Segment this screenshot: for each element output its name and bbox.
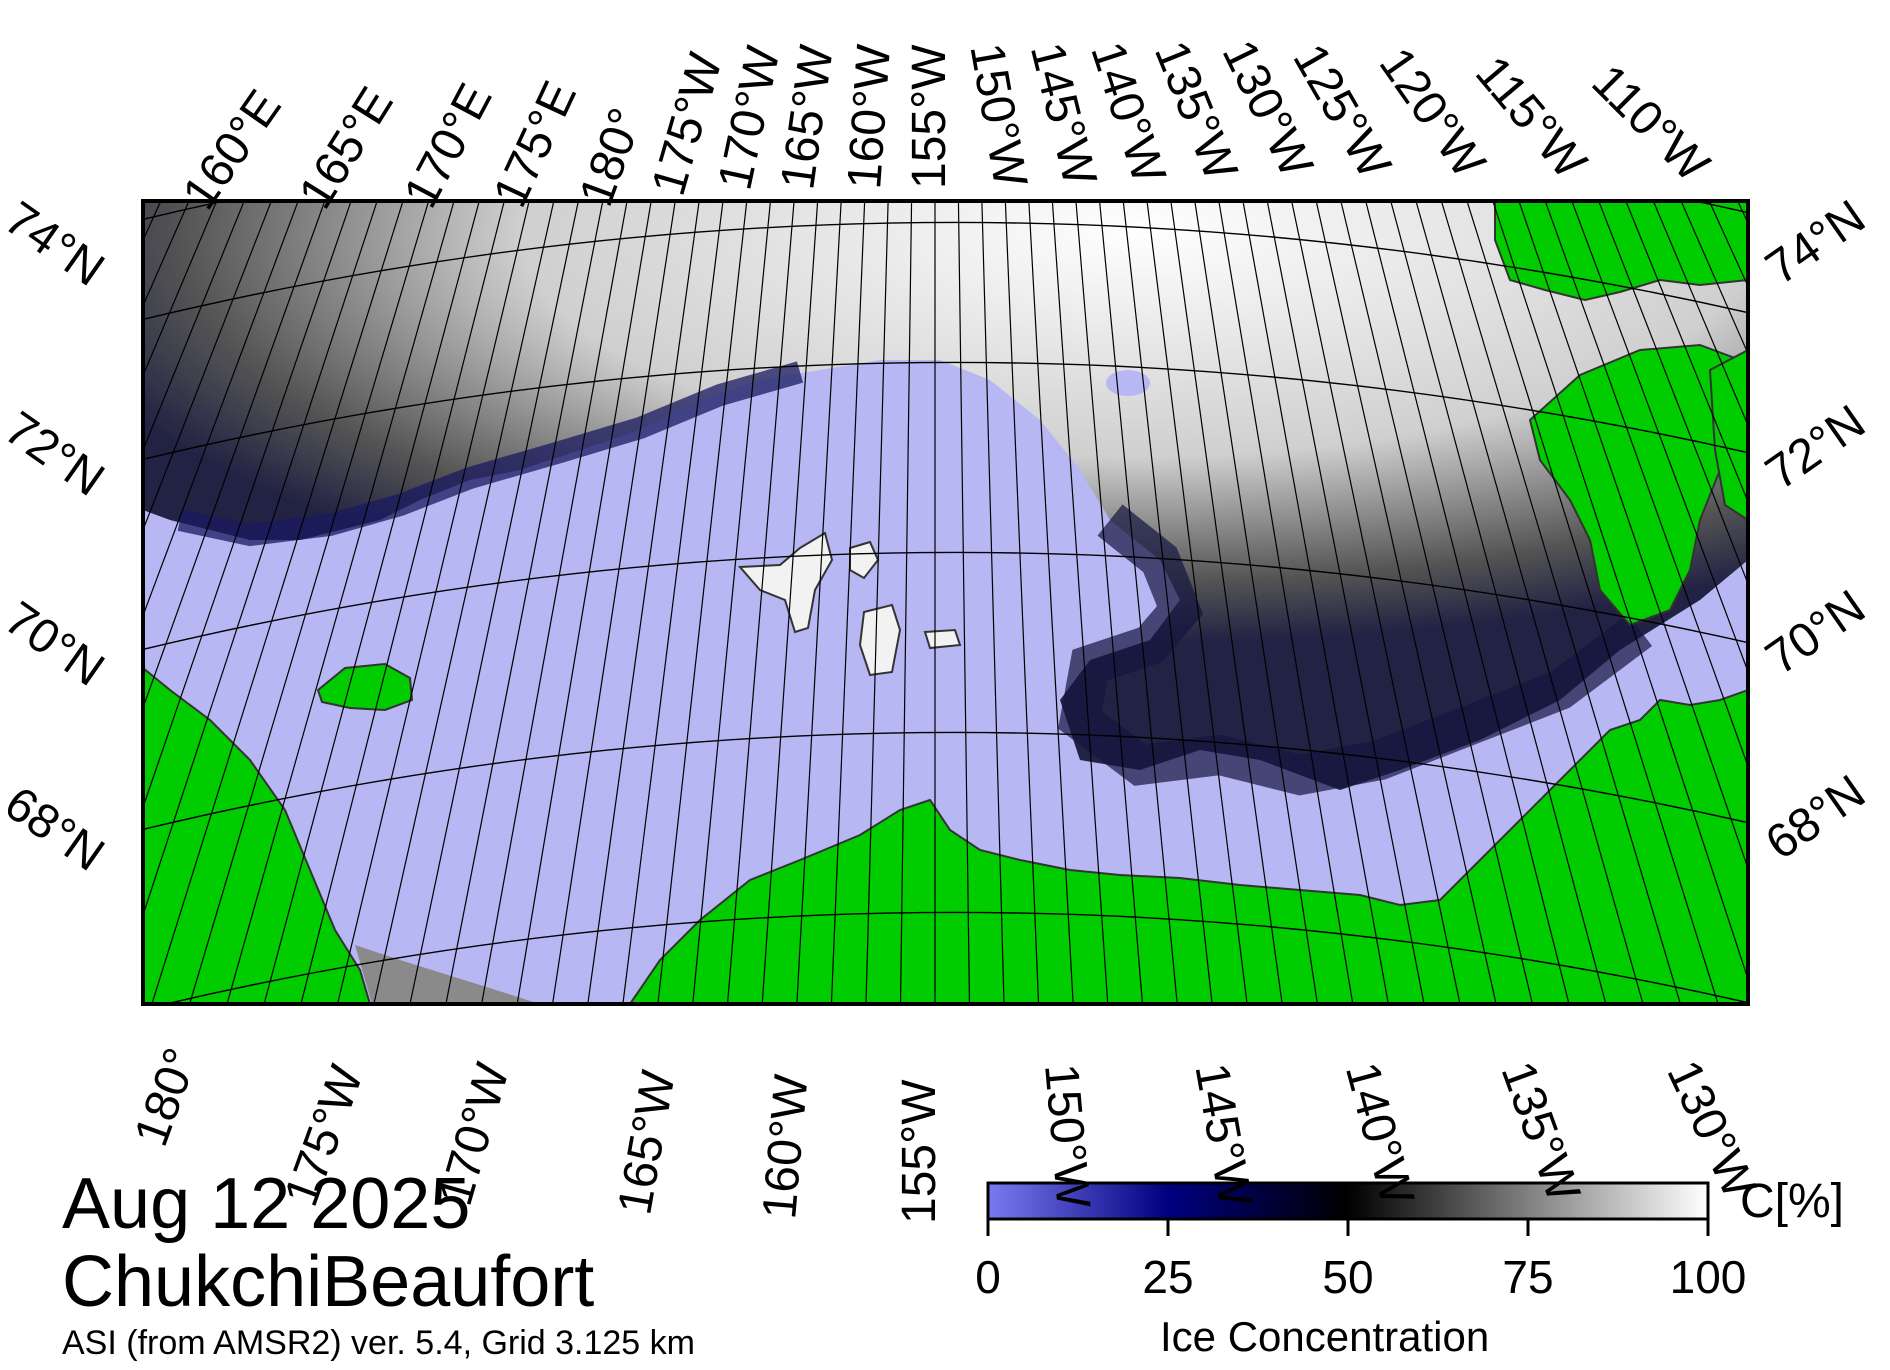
meridian-line [0,0,116,820]
colorbar-tick-label: 25 [1142,1251,1194,1303]
meridian-line [143,201,352,810]
meridian-line [1415,201,1644,1004]
data-source: ASI (from AMSR2) ver. 5.4, Grid 3.125 km [62,1324,695,1362]
meridian-line [1146,201,1248,1004]
lon-label-top: 155°W [903,44,956,189]
meridian-line [830,201,866,1004]
land-chukotka [143,666,372,1004]
meridian-line [957,201,971,1004]
lon-label-top: 160°W [838,42,902,191]
colorbar-tick-label: 100 [1669,1251,1747,1303]
meridian-line [761,201,819,1004]
no-data-area [355,945,540,1004]
meridian-line [726,201,795,1004]
meridian-line [300,201,505,1004]
meridian-line [143,201,326,710]
graticule-meridians [0,0,1890,1004]
marginal-ice-zone [177,361,804,547]
ice-floe [923,628,962,650]
meridian-line [336,201,530,1004]
meridian-line [551,201,676,1004]
colorbar [986,1181,1710,1221]
ice-floe [858,603,902,677]
wrangel-island [316,662,414,712]
meridian-line [1291,201,1461,1004]
meridian-line [1340,201,1534,1004]
meridian-line [1625,201,1748,504]
meridian-line [622,201,724,1004]
meridian-line [1544,201,1748,769]
colorbar-unit: C[%] [1740,1175,1845,1228]
meridian-line [445,201,604,1004]
meridian-line [226,201,455,1004]
land-alaska [628,688,1748,1004]
beaufort-ice-edge [1058,504,1652,796]
meridian-line [865,201,889,1004]
lon-label-bottom: 150°W [1034,1061,1100,1211]
meridian-line [796,201,842,1004]
meridian-line [1598,201,1748,586]
meridian-line [899,201,913,1004]
meridian-line [1194,201,1319,1004]
meridian-line [1440,201,1682,1004]
meridian-line [143,201,378,918]
lon-label-bottom: 155°W [893,1079,946,1224]
meridian-line [657,201,748,1004]
meridian-line [1315,201,1497,1004]
meridian-line [1004,201,1040,1004]
lon-label-bottom: 160°W [753,1072,819,1222]
colorbar-tick-label: 50 [1322,1251,1374,1303]
meridian-line [1365,201,1570,1004]
colorbar-title: Ice Concentration [1160,1313,1490,1360]
meridian-line [981,201,1005,1004]
meridian-line [516,201,652,1004]
meridian-line [143,201,272,532]
colorbar-ticks [986,1219,1710,1236]
meridian-line [1098,201,1178,1004]
meridian-line [692,201,772,1004]
meridian-line [1266,201,1425,1004]
meridian-line [1390,201,1607,1004]
meridian-line [1028,201,1074,1004]
sea-ice-pack [143,201,1748,790]
meridian-line [1518,201,1748,871]
land-banks-island [1528,343,1748,627]
meridian-line [188,201,430,1004]
meridian-line [1571,201,1748,674]
map-frame [141,199,1750,1006]
meridian-line [263,201,480,1004]
colorbar-tick-label: 75 [1502,1251,1554,1303]
meridian-line [481,201,628,1004]
meridian-line [0,0,5,697]
meridian-line [1170,201,1283,1004]
meridian-line [1051,201,1109,1004]
meridian-line [1242,201,1389,1004]
colorbar-tick-label: 0 [975,1251,1001,1303]
map-region: ChukchiBeaufort [62,1242,595,1322]
meridian-line [1218,201,1354,1004]
meridian-line [1075,201,1144,1004]
meridian-line [1492,201,1748,982]
meridian-line [373,201,555,1004]
meridian-line [143,201,299,618]
meridian-line [409,201,579,1004]
meridian-line [587,201,700,1004]
map-date: Aug 12 2025 [62,1164,471,1244]
meridian-line [1122,201,1213,1004]
meridian-line [1865,0,1890,697]
